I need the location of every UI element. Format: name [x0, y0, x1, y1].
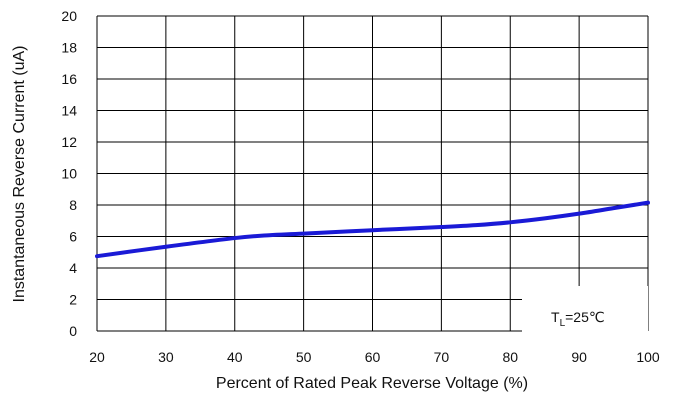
- y-tick-label-12: 12: [61, 134, 77, 150]
- x-tick-label-80: 80: [502, 349, 518, 365]
- x-tick-labels: 20 30 40 50 60 70 80 90 100: [89, 349, 660, 365]
- series-layer: [95, 200, 650, 259]
- x-tick-label-60: 60: [365, 349, 381, 365]
- annotation-subscript: L: [560, 318, 566, 329]
- grid: [96, 15, 649, 332]
- x-axis-label: Percent of Rated Peak Reverse Voltage (%…: [216, 375, 528, 392]
- x-tick-label-100: 100: [636, 349, 660, 365]
- y-tick-label-14: 14: [61, 103, 77, 119]
- annotation-main: T: [551, 309, 560, 325]
- annotation-suffix: =25℃: [565, 309, 604, 325]
- y-tick-label-16: 16: [61, 71, 77, 87]
- y-tick-label-20: 20: [61, 8, 77, 24]
- y-tick-label-8: 8: [69, 197, 77, 213]
- x-tick-label-70: 70: [434, 349, 450, 365]
- temperature-annotation: TL=25℃: [551, 309, 605, 329]
- x-tick-label-40: 40: [227, 349, 243, 365]
- x-tick-label-50: 50: [296, 349, 312, 365]
- y-tick-label-10: 10: [61, 166, 77, 182]
- x-tick-label-20: 20: [89, 349, 105, 365]
- x-tick-label-90: 90: [571, 349, 587, 365]
- y-tick-label-0: 0: [69, 323, 77, 339]
- y-tick-label-18: 18: [61, 40, 77, 56]
- series-line-0: [95, 200, 650, 259]
- y-tick-label-2: 2: [69, 292, 77, 308]
- y-tick-labels: 0 2 4 6 8 10 12 14 16 18 20: [61, 8, 77, 339]
- y-axis-label: Instantaneous Reverse Current (uA): [11, 45, 28, 302]
- annotation-box: [522, 286, 648, 333]
- y-tick-label-6: 6: [69, 229, 77, 245]
- y-tick-label-4: 4: [69, 260, 77, 276]
- x-tick-label-30: 30: [158, 349, 174, 365]
